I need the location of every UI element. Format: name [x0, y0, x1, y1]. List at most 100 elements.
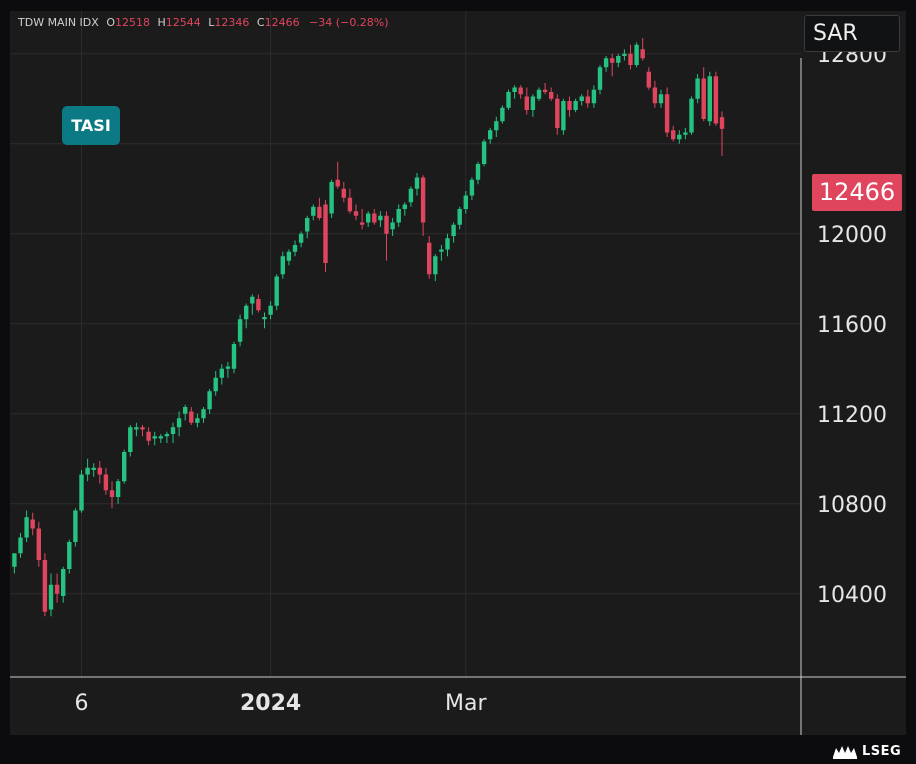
candle-body: [134, 427, 139, 430]
candle-body: [170, 427, 176, 434]
candle-body: [512, 87, 517, 92]
candle-body: [475, 164, 481, 180]
y-tick-label: 10400: [817, 583, 887, 608]
candle-body: [427, 242, 432, 275]
candle-body: [366, 213, 371, 223]
x-tick-labels: 6 2024 Mar: [75, 691, 488, 716]
candle-body: [329, 182, 334, 214]
candle-body: [695, 78, 700, 99]
candle-body: [341, 188, 346, 198]
candle-body: [481, 141, 487, 164]
candle-body: [396, 209, 401, 223]
grid-lines: [10, 11, 801, 677]
candle-body: [36, 528, 41, 560]
candle-body: [219, 368, 224, 378]
candle-body: [231, 344, 237, 369]
candle-body: [384, 215, 389, 234]
candle-body: [158, 436, 163, 439]
brand-logo: LSEG: [832, 742, 901, 762]
candle-body: [292, 245, 298, 252]
candle-body: [164, 434, 170, 437]
candle-body: [414, 177, 420, 189]
candle-body: [591, 89, 597, 104]
candle-body: [109, 490, 115, 497]
candle-body: [85, 467, 90, 475]
candle-body: [195, 418, 200, 423]
candle-body: [646, 71, 651, 88]
candle-body: [311, 206, 316, 216]
candle-body: [353, 211, 359, 216]
candle-body: [128, 427, 133, 452]
candle-body: [213, 377, 218, 392]
candle-body: [652, 87, 658, 104]
candle-body: [518, 87, 523, 95]
candle-body: [176, 418, 182, 428]
candle-body: [573, 101, 578, 110]
candle-body: [298, 233, 304, 243]
currency-selector[interactable]: SAR: [804, 15, 900, 52]
candle-body: [488, 130, 493, 140]
last-price-label: 12466: [812, 174, 902, 211]
candle-body: [12, 553, 17, 567]
candle-body: [640, 49, 645, 59]
legend-low-key: L: [208, 16, 215, 29]
candle-body: [103, 474, 109, 491]
legend-open-key: O: [106, 16, 115, 29]
candle-body: [140, 427, 145, 430]
candle-body: [536, 89, 542, 99]
candle-body: [402, 204, 407, 209]
candle-body: [390, 222, 395, 230]
candle-body: [183, 407, 188, 414]
candle-body: [433, 256, 438, 275]
x-tick-label: 6: [75, 691, 89, 716]
candle-body: [347, 197, 353, 212]
candle-body: [91, 467, 96, 470]
chart-panel[interactable]: 10400 10800 11200 11600 12000 12800 6 2024 Mar: [10, 11, 906, 735]
candle-body: [603, 58, 609, 68]
candle-body: [542, 89, 548, 92]
candle-body: [323, 204, 328, 263]
candle-body: [79, 474, 84, 511]
candle-body: [189, 411, 194, 423]
candle-body: [628, 53, 633, 65]
candle-body: [359, 222, 365, 225]
candle-body: [54, 584, 60, 594]
candle-body: [146, 431, 151, 441]
symbol-badge[interactable]: TASI: [62, 106, 120, 145]
candle-body: [286, 251, 292, 261]
x-tick-label: Mar: [445, 691, 487, 716]
candle-body: [48, 584, 54, 610]
candle-body: [634, 44, 639, 65]
brand-text: LSEG: [862, 744, 902, 759]
candle-body: [707, 76, 712, 122]
candle-body: [463, 195, 468, 209]
candle-body: [207, 391, 212, 410]
candle-body: [237, 319, 243, 342]
candle-body: [152, 436, 157, 439]
y-tick-label: 11200: [817, 403, 887, 428]
candle-body: [30, 519, 35, 529]
candle-body: [115, 481, 121, 497]
candle-body: [610, 58, 615, 63]
legend-open: 12518: [114, 16, 150, 29]
x-tick-label: 2024: [240, 691, 301, 716]
candle-body: [67, 542, 72, 569]
candle-body: [567, 101, 572, 110]
candle-body: [658, 94, 664, 104]
y-tick-label: 10800: [817, 493, 887, 518]
candle-body: [18, 537, 23, 554]
candle-body: [420, 177, 426, 223]
lseg-logo-icon: [833, 745, 857, 759]
candle-body: [524, 96, 529, 110]
candle-body: [201, 409, 206, 419]
candle-body: [585, 96, 590, 104]
candle-body: [671, 130, 676, 140]
candle-body: [549, 92, 554, 99]
candle-body: [268, 305, 273, 315]
candle-body: [61, 569, 66, 596]
legend-close: 12466: [264, 16, 300, 29]
candle-body: [97, 467, 102, 475]
candle-body: [500, 107, 505, 122]
